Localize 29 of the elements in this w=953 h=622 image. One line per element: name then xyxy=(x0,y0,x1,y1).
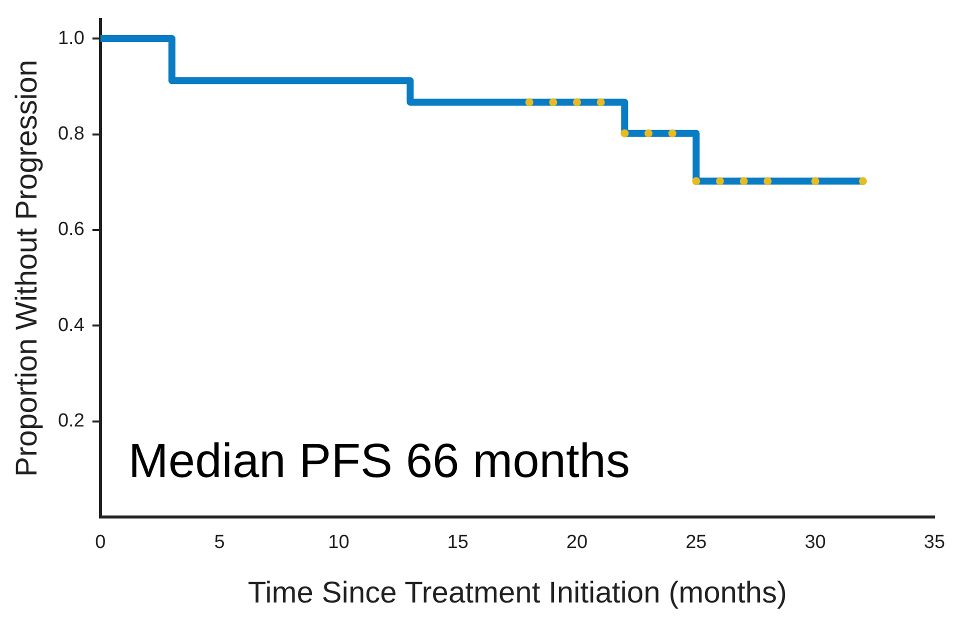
point xyxy=(644,129,652,138)
x-tick-label: 0 xyxy=(95,532,106,553)
x-tick-label: 10 xyxy=(328,532,350,553)
y-tick-label: 0.2 xyxy=(58,410,84,432)
x-axis-title: Time Since Treatment Initiation (months) xyxy=(248,576,787,610)
y-tick-label: 0.4 xyxy=(58,314,85,336)
point xyxy=(692,177,700,186)
point xyxy=(668,129,676,138)
y-axis-title: Proportion Without Progression xyxy=(10,60,44,477)
y-tick-label: 1.0 xyxy=(58,28,84,49)
point xyxy=(525,98,534,106)
point xyxy=(620,129,629,138)
point xyxy=(740,177,748,186)
x-tick-label: 35 xyxy=(924,532,946,553)
point xyxy=(572,98,581,106)
x-tick-label: 20 xyxy=(566,532,588,553)
point xyxy=(811,177,820,186)
x-tick-label: 5 xyxy=(214,532,225,553)
point xyxy=(716,177,724,186)
point xyxy=(764,177,772,186)
x-tick-label: 15 xyxy=(447,532,468,553)
point xyxy=(858,177,867,186)
x-tick-label: 30 xyxy=(804,532,826,553)
annotation: Median PFS 66 months xyxy=(128,435,630,488)
x-tick-label: 25 xyxy=(686,532,707,553)
y-tick-label: 0.6 xyxy=(58,219,84,240)
y-tick-label: 0.8 xyxy=(58,124,84,145)
point xyxy=(549,98,558,106)
point xyxy=(596,98,605,106)
